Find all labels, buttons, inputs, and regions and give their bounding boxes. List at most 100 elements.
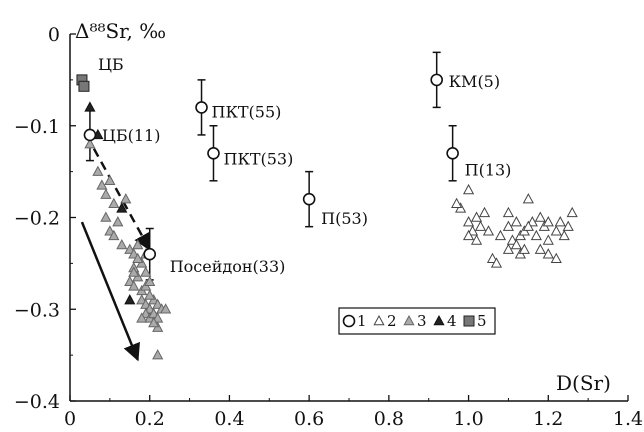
dashed-trend-arrow xyxy=(92,148,151,252)
open-triangle-point xyxy=(462,216,475,227)
gray-triangle-point xyxy=(136,312,148,323)
open-triangle-point xyxy=(522,220,534,231)
open-triangle-point xyxy=(558,229,570,241)
gray-triangle-point xyxy=(120,193,132,204)
open-triangle-point xyxy=(482,225,495,236)
gray-triangle-point xyxy=(152,349,164,360)
axis-titles: Δ⁸⁸Sr, ‰ D(Sr) xyxy=(75,19,611,395)
x-tick-label: 1.4 xyxy=(613,408,643,430)
open-circle-point xyxy=(446,146,459,160)
gray-triangle-point xyxy=(140,266,152,277)
point-label: П(13) xyxy=(465,160,512,179)
legend-circle-marker xyxy=(342,314,356,328)
point-label: ЦБ(11) xyxy=(102,126,161,145)
gray-square-point xyxy=(78,80,90,92)
trend-arrows xyxy=(80,148,151,362)
gray-triangle-point xyxy=(100,211,112,222)
open-triangle-point xyxy=(478,206,491,218)
x-tick-label: 0.6 xyxy=(294,408,324,430)
open-circle-point xyxy=(83,128,97,142)
point-label: КМ(5) xyxy=(449,72,500,91)
gray-triangle-point xyxy=(132,252,144,264)
y-tick-label: −0.1 xyxy=(14,116,60,138)
open-triangle-point xyxy=(474,220,487,231)
point-labels: ЦБ ЦБ(11) Посейдон(33) ПКТ(55) ПКТ(53) П(53) К… xyxy=(98,55,511,276)
open-triangle-point xyxy=(542,216,554,227)
y-axis-title: Δ⁸⁸Sr, ‰ xyxy=(75,19,166,43)
axes: 0 0.2 0.4 0.6 0.8 1.0 1.2 1.4 0 −0.1 −0.2 −0.3 −0.4 xyxy=(14,24,643,430)
x-tick-label: 0 xyxy=(64,408,76,430)
open-triangle-point xyxy=(554,216,566,227)
open-triangle-point xyxy=(550,252,562,264)
gray-triangle-point xyxy=(128,280,140,291)
point-label: ЦБ xyxy=(98,55,124,74)
open-circle-point xyxy=(302,192,316,206)
open-triangle-point xyxy=(566,206,578,218)
gray-triangle-point xyxy=(132,238,144,250)
x-tick-label: 0.8 xyxy=(374,408,404,430)
gray-triangle-point xyxy=(148,316,160,328)
black-triangle-point xyxy=(84,101,96,112)
open-triangle-point xyxy=(530,229,542,241)
gray-triangle-point xyxy=(108,229,120,241)
black-triangle-point xyxy=(116,202,128,213)
point-label: П(53) xyxy=(321,209,368,228)
open-triangle-point xyxy=(494,229,507,241)
legend-black-triangle-marker xyxy=(433,314,445,326)
gray-triangle-point xyxy=(92,165,104,176)
open-triangle-point xyxy=(502,220,515,231)
black-triangle-point xyxy=(124,294,136,305)
open-triangle-point xyxy=(518,243,530,254)
open-circle-point xyxy=(207,146,220,160)
open-triangle-point xyxy=(542,248,554,259)
legend-square-marker xyxy=(463,315,475,327)
x-axis-title: D(Sr) xyxy=(556,371,611,395)
gray-triangle-point xyxy=(104,174,116,186)
open-triangle-point xyxy=(534,243,546,254)
open-triangle-point xyxy=(490,257,503,268)
gray-triangle-point xyxy=(112,216,124,227)
gray-triangle-point xyxy=(84,138,96,149)
open-triangle-point xyxy=(502,243,515,254)
gray-triangle-point xyxy=(144,289,156,300)
legend: 1 2 3 4 5 xyxy=(338,307,496,335)
gray-triangle-point xyxy=(160,303,172,314)
y-tick-label: −0.4 xyxy=(14,391,60,413)
gray-triangle-point xyxy=(144,275,156,286)
open-triangle-point xyxy=(462,183,475,195)
y-tick-label: −0.2 xyxy=(14,208,60,230)
point-label: ПКТ(55) xyxy=(212,102,282,121)
y-tick-label: −0.3 xyxy=(14,299,60,321)
open-triangle-point xyxy=(470,211,483,222)
x-tick-label: 1.2 xyxy=(533,408,563,430)
gray-triangle-point xyxy=(116,238,128,250)
open-circle-point xyxy=(430,73,443,87)
open-triangle-point xyxy=(534,211,546,222)
legend-entry-label: 1 xyxy=(357,312,367,330)
open-triangle-point xyxy=(462,229,475,241)
open-triangle-point xyxy=(562,220,574,231)
gray-triangle-point xyxy=(96,179,108,190)
x-tick-label: 1.0 xyxy=(453,408,483,430)
gray-triangle-point xyxy=(108,197,120,208)
open-triangle-point xyxy=(470,234,483,245)
x-tick-label: 0.2 xyxy=(135,408,165,430)
open-triangle-point xyxy=(550,225,562,236)
open-triangle-point xyxy=(510,238,522,250)
x-tick-label: 0.4 xyxy=(214,408,244,430)
y-tick-label: 0 xyxy=(48,24,60,46)
gray-triangle-point xyxy=(128,266,140,277)
legend-entry-label: 4 xyxy=(447,312,457,330)
open-triangle-point xyxy=(510,216,522,227)
data-points xyxy=(76,73,578,360)
solid-trend-arrow xyxy=(80,221,140,362)
gray-triangle-point xyxy=(100,188,112,199)
open-triangle-point xyxy=(522,193,534,204)
legend-open-triangle-marker xyxy=(373,314,385,326)
point-label: ПКТ(53) xyxy=(223,149,293,168)
open-circle-point xyxy=(143,247,157,261)
legend-entry-label: 5 xyxy=(477,312,487,330)
point-label: Посейдон(33) xyxy=(170,257,286,276)
open-triangle-point xyxy=(451,197,463,208)
